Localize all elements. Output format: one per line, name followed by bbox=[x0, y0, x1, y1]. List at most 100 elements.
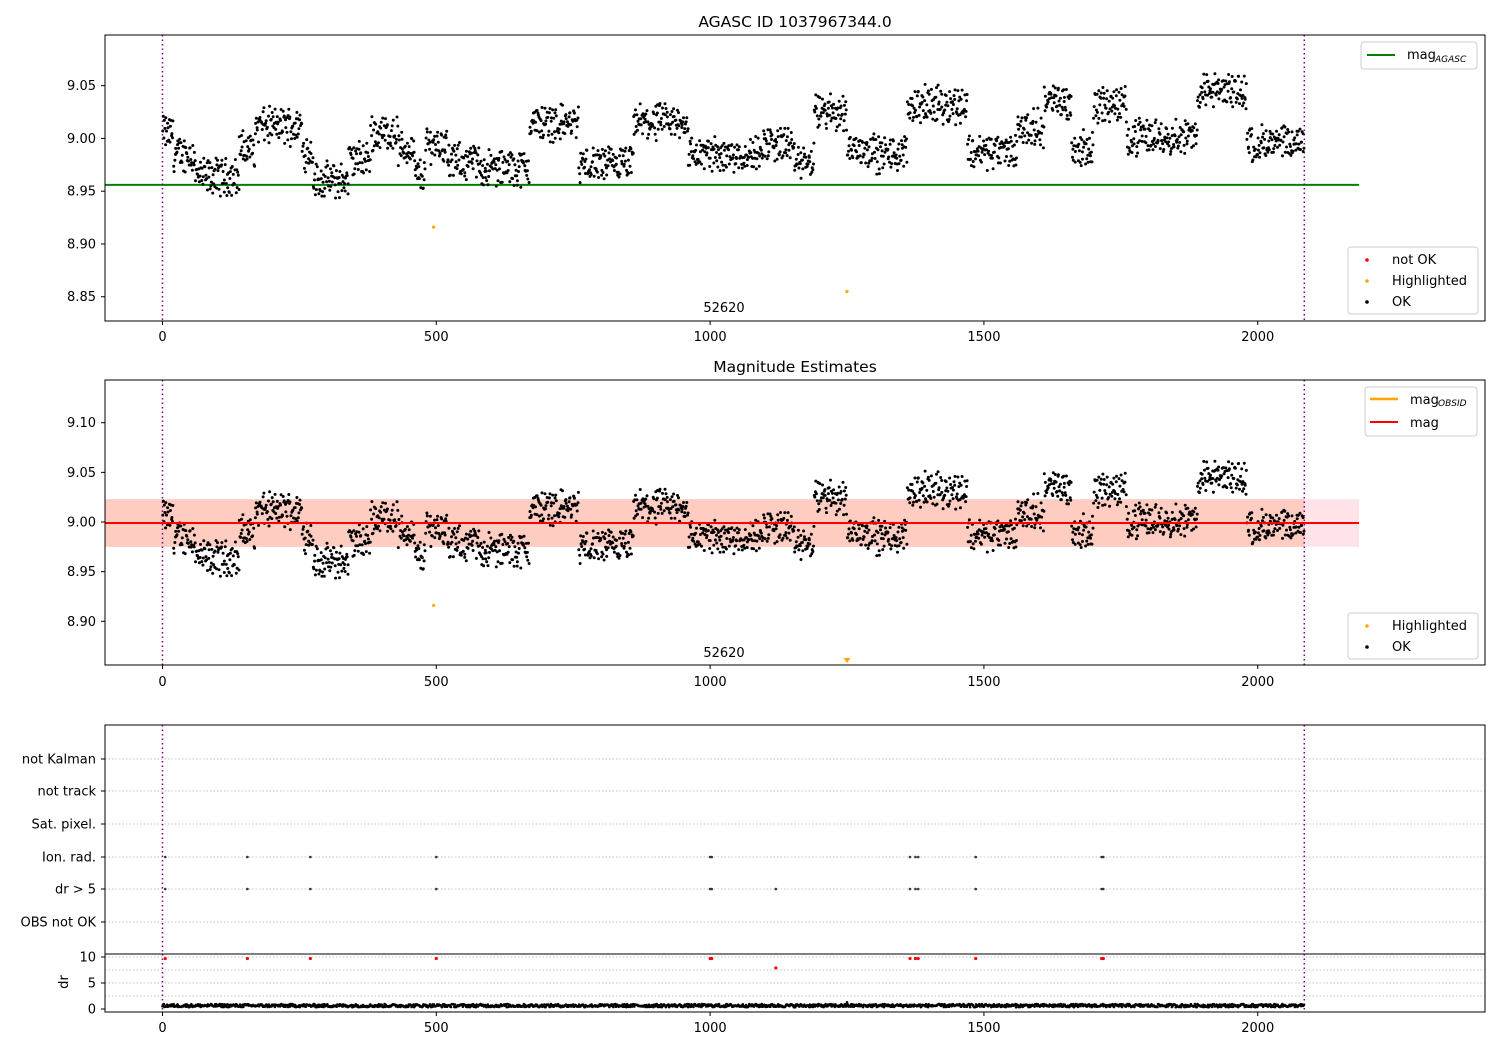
ok-point bbox=[609, 160, 612, 164]
ok-point bbox=[775, 524, 779, 528]
ok-point bbox=[232, 563, 236, 567]
ok-point bbox=[505, 171, 509, 175]
ok-point bbox=[1239, 88, 1242, 92]
ok-point bbox=[889, 547, 893, 551]
ok-point bbox=[330, 171, 334, 175]
ok-point bbox=[691, 536, 695, 540]
ok-point bbox=[865, 524, 869, 528]
ok-point bbox=[966, 142, 970, 146]
ok-point bbox=[772, 146, 776, 150]
ok-point bbox=[395, 500, 399, 504]
ok-point bbox=[1241, 104, 1244, 108]
ok-point bbox=[1121, 488, 1125, 491]
ok-point bbox=[262, 106, 266, 110]
ok-point bbox=[1105, 97, 1109, 101]
ok-point bbox=[323, 174, 327, 178]
ok-point bbox=[1051, 471, 1055, 475]
ok-point bbox=[360, 543, 364, 547]
ok-point bbox=[698, 160, 702, 164]
ok-point bbox=[751, 524, 755, 528]
ok-point bbox=[457, 540, 461, 544]
ok-point bbox=[1148, 508, 1152, 511]
ok-point bbox=[863, 146, 867, 150]
y-tick-label: 8.95 bbox=[67, 565, 96, 580]
ok-point bbox=[1150, 124, 1154, 128]
ok-point bbox=[295, 110, 299, 114]
ok-point bbox=[1151, 531, 1155, 535]
ok-point bbox=[399, 154, 403, 158]
ok-point bbox=[828, 498, 832, 502]
ok-point bbox=[636, 119, 640, 123]
ok-point bbox=[975, 147, 979, 151]
ok-point bbox=[483, 548, 487, 552]
ok-point bbox=[1205, 73, 1209, 77]
ok-point bbox=[917, 113, 921, 117]
ok-point bbox=[235, 168, 239, 172]
ok-point bbox=[358, 161, 362, 165]
ok-point bbox=[1238, 487, 1241, 491]
ok-point bbox=[766, 154, 770, 158]
ok-point bbox=[763, 537, 767, 541]
ok-point bbox=[1215, 476, 1219, 480]
ok-point bbox=[881, 166, 885, 170]
ok-point bbox=[702, 549, 706, 552]
ok-point bbox=[913, 476, 917, 480]
ok-point bbox=[1136, 534, 1140, 538]
ok-point bbox=[261, 495, 265, 499]
flag-point bbox=[916, 855, 920, 859]
ok-point bbox=[965, 479, 969, 483]
ok-point bbox=[1026, 113, 1030, 117]
ok-point bbox=[237, 188, 241, 191]
ok-point bbox=[215, 567, 218, 571]
ok-point bbox=[565, 120, 569, 124]
ok-point bbox=[1046, 100, 1050, 104]
ok-point bbox=[854, 136, 858, 140]
ok-point bbox=[684, 120, 688, 124]
ok-point bbox=[333, 557, 337, 561]
ok-point bbox=[393, 134, 397, 138]
ok-point bbox=[333, 183, 337, 187]
ok-point bbox=[1140, 134, 1144, 138]
legend-label-agasc-sub: AGASC bbox=[1434, 55, 1467, 65]
ok-point bbox=[1210, 95, 1214, 99]
ok-point bbox=[1069, 94, 1073, 98]
ok-point bbox=[888, 160, 891, 164]
ok-point bbox=[719, 152, 723, 156]
ok-point bbox=[1196, 99, 1199, 103]
ok-point bbox=[765, 539, 769, 543]
ok-point bbox=[373, 140, 377, 144]
ok-point bbox=[201, 175, 205, 179]
ok-point bbox=[210, 547, 214, 551]
ok-point bbox=[1192, 126, 1196, 130]
ok-point bbox=[1094, 108, 1098, 112]
ok-point bbox=[1099, 96, 1103, 100]
ok-point bbox=[789, 514, 793, 518]
ok-point bbox=[866, 547, 870, 550]
ok-point bbox=[681, 505, 685, 508]
ok-point bbox=[267, 499, 270, 503]
ok-point bbox=[327, 184, 330, 188]
ok-point bbox=[428, 530, 432, 534]
ok-point bbox=[531, 121, 535, 125]
ok-point bbox=[947, 502, 951, 506]
ok-point bbox=[599, 537, 603, 540]
ok-point bbox=[1250, 127, 1254, 131]
ok-point bbox=[668, 498, 672, 502]
ok-point bbox=[1050, 482, 1053, 486]
ok-point bbox=[947, 118, 951, 121]
ok-point bbox=[693, 542, 697, 546]
ok-point bbox=[829, 92, 832, 96]
ok-point bbox=[568, 111, 572, 115]
ok-point bbox=[842, 129, 846, 133]
ok-point bbox=[967, 134, 971, 138]
ok-point bbox=[654, 139, 658, 143]
ok-point bbox=[945, 486, 949, 490]
ok-point bbox=[547, 129, 551, 133]
ok-point bbox=[420, 556, 424, 560]
ok-point bbox=[945, 100, 949, 104]
ok-point bbox=[929, 496, 933, 500]
ok-point bbox=[551, 493, 555, 497]
ok-point bbox=[1049, 479, 1053, 482]
ok-point bbox=[709, 142, 713, 146]
ok-point bbox=[1040, 131, 1044, 135]
